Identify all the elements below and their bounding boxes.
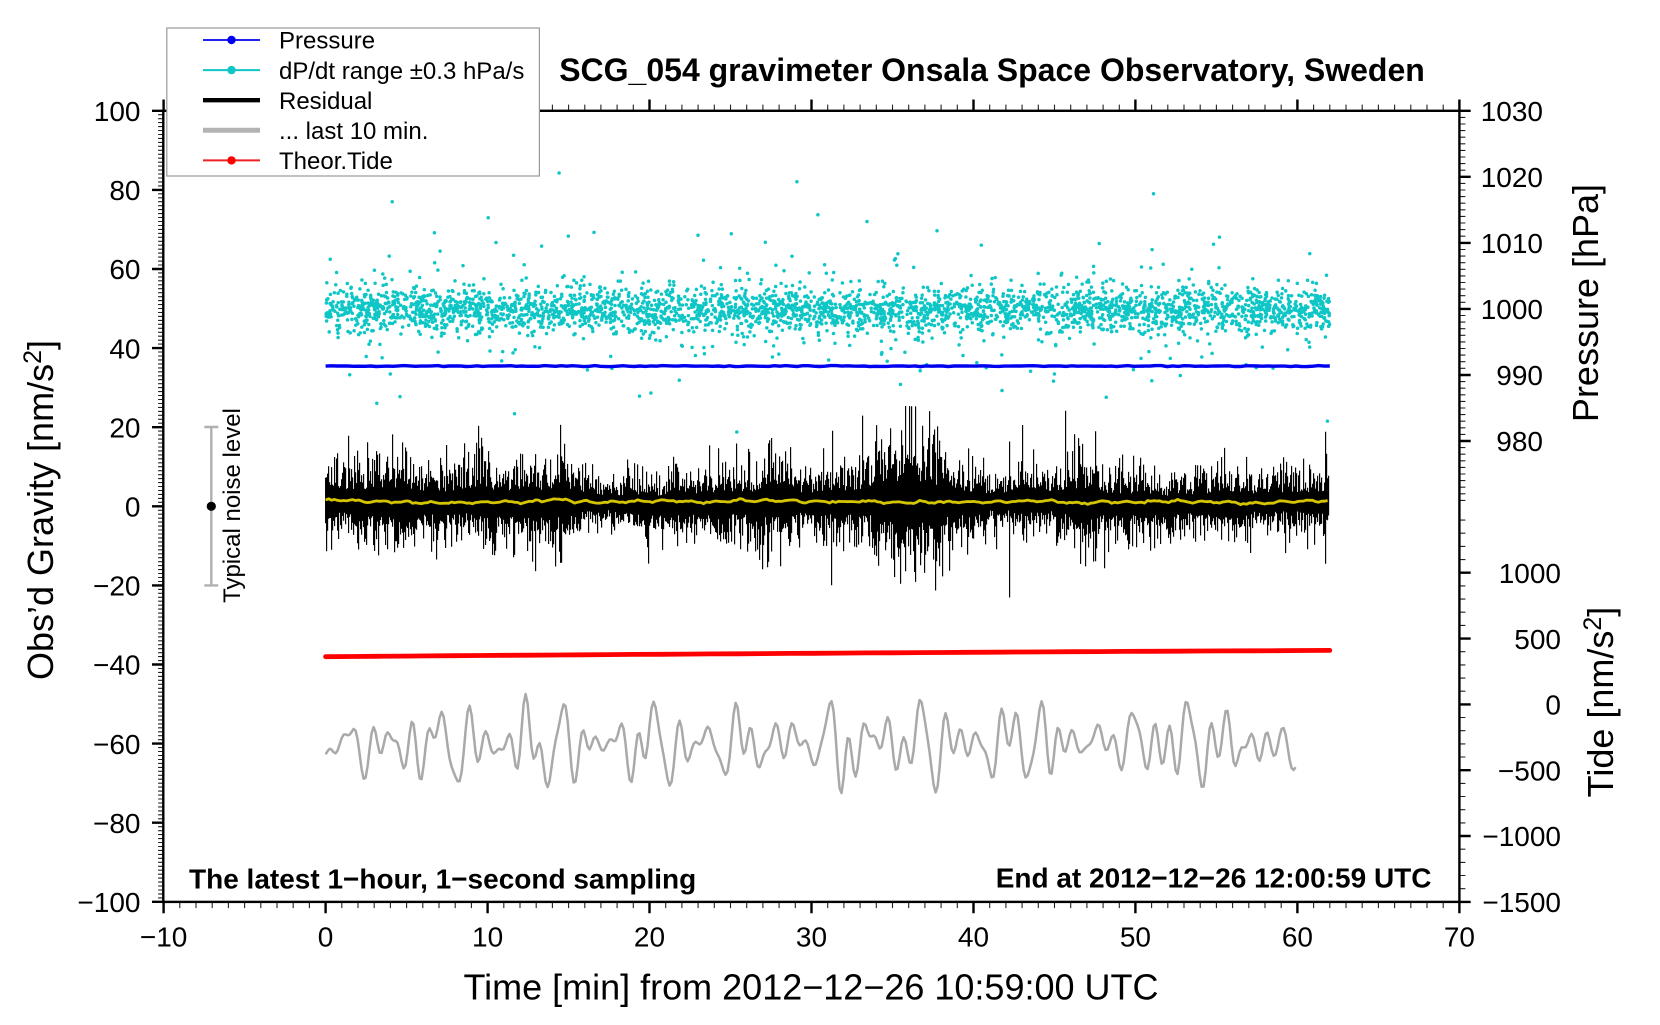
svg-text:40: 40 [958, 921, 989, 952]
svg-text:80: 80 [109, 175, 140, 206]
svg-text:−80: −80 [93, 808, 141, 839]
svg-text:40: 40 [109, 333, 140, 364]
svg-text:−100: −100 [77, 887, 140, 918]
svg-text:Typical noise level: Typical noise level [219, 408, 246, 603]
svg-text:Residual: Residual [279, 88, 372, 115]
svg-text:1000: 1000 [1481, 294, 1543, 325]
svg-text:Obs’d Gravity [nm/s2]: Obs’d Gravity [nm/s2] [19, 340, 61, 680]
svg-text:1020: 1020 [1481, 162, 1543, 193]
svg-text:70: 70 [1444, 921, 1475, 952]
svg-text:−1500: −1500 [1482, 887, 1561, 918]
svg-text:Time [min] from 2012−12−26 10:: Time [min] from 2012−12−26 10:59:00 UTC [463, 967, 1158, 1008]
svg-text:The latest 1−hour, 1−second sa: The latest 1−hour, 1−second sampling [189, 864, 696, 895]
svg-text:100: 100 [94, 96, 141, 127]
svg-text:1010: 1010 [1481, 228, 1543, 259]
svg-text:−20: −20 [93, 571, 141, 602]
svg-text:−60: −60 [93, 729, 141, 760]
svg-text:Pressure [hPa]: Pressure [hPa] [1565, 184, 1606, 422]
svg-text:−1000: −1000 [1482, 821, 1561, 852]
svg-text:60: 60 [109, 254, 140, 285]
svg-text:0: 0 [125, 492, 141, 523]
svg-text:SCG_054 gravimeter Onsala Spac: SCG_054 gravimeter Onsala Space Observat… [559, 52, 1425, 88]
svg-text:30: 30 [796, 921, 827, 952]
svg-text:−40: −40 [93, 650, 141, 681]
svg-text:Tide [nm/s2]: Tide [nm/s2] [1579, 607, 1621, 798]
svg-text:0: 0 [318, 921, 334, 952]
svg-text:50: 50 [1120, 921, 1151, 952]
svg-text:20: 20 [109, 412, 140, 443]
svg-text:Pressure: Pressure [279, 28, 375, 55]
svg-text:20: 20 [634, 921, 665, 952]
svg-text:60: 60 [1282, 921, 1313, 952]
svg-text:500: 500 [1514, 624, 1561, 655]
svg-text:980: 980 [1496, 426, 1543, 457]
svg-text:End at 2012−12−26 12:00:59 UTC: End at 2012−12−26 12:00:59 UTC [996, 863, 1432, 894]
svg-text:1000: 1000 [1499, 558, 1561, 589]
svg-text:10: 10 [472, 921, 503, 952]
svg-text:Theor.Tide: Theor.Tide [279, 148, 393, 175]
svg-text:−500: −500 [1498, 755, 1561, 786]
svg-text:dP/dt range ±0.3 hPa/s: dP/dt range ±0.3 hPa/s [279, 58, 524, 85]
svg-text:1030: 1030 [1481, 96, 1543, 127]
svg-text:990: 990 [1496, 360, 1543, 391]
svg-text:... last 10 min.: ... last 10 min. [279, 118, 428, 145]
svg-text:−10: −10 [140, 921, 188, 952]
svg-text:0: 0 [1545, 690, 1561, 721]
